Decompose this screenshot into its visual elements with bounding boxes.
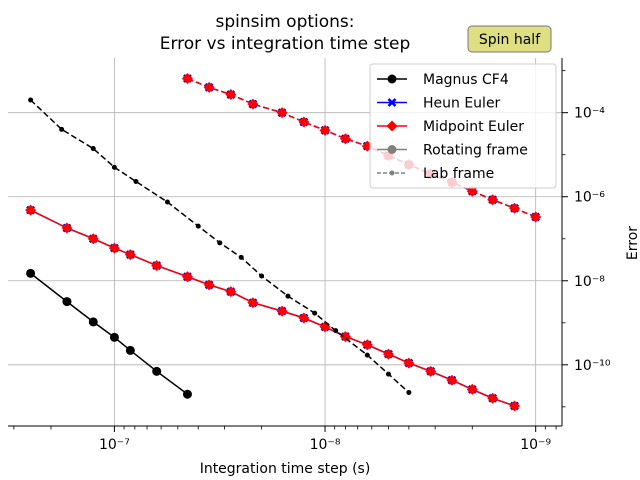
legend-entry-magnus-cf4: Magnus CF4 (377, 72, 509, 88)
data-point (61, 222, 73, 234)
y-axis-label: Error (625, 226, 640, 260)
data-point (382, 348, 394, 360)
x-axis-label: Integration time step (s) (200, 461, 371, 477)
data-point (28, 97, 34, 103)
legend-label: Rotating frame (423, 143, 528, 159)
legend-label: Magnus CF4 (423, 72, 509, 88)
data-point (88, 317, 98, 327)
data-point (87, 233, 99, 245)
y-tick-label: 10⁻⁸ (574, 274, 605, 290)
data-point (276, 305, 288, 317)
data-point (225, 89, 237, 101)
data-point (26, 268, 36, 278)
data-point (509, 400, 521, 412)
data-point (109, 332, 119, 342)
axis-ticks: 10⁻⁷ 10⁻⁸ 10⁻⁹ 10⁻⁴ 10⁻⁶ 10⁻⁸ 10⁻¹⁰ (13, 70, 611, 453)
data-point (25, 204, 37, 216)
data-point (133, 179, 139, 185)
y-tick-label: 10⁻⁶ (574, 190, 605, 206)
legend: Magnus CF4 Heun Euler Midpoint Euler Rotati… (369, 63, 557, 189)
data-point (217, 240, 223, 246)
data-point (298, 312, 310, 324)
data-point (333, 328, 339, 334)
data-point (181, 271, 193, 283)
data-point (182, 389, 192, 399)
data-point (509, 202, 521, 214)
data-point (339, 331, 351, 343)
data-point (247, 297, 259, 309)
data-point (59, 126, 65, 132)
series-line (30, 99, 410, 394)
data-point (90, 146, 96, 152)
data-point (446, 374, 458, 386)
series-midpoint-euler-rotating-frame (25, 204, 521, 412)
data-point (276, 107, 288, 119)
series-magnus-cf4-lab-frame (28, 97, 412, 395)
legend-entries: Magnus CF4 Heun Euler Midpoint Euler Rotati… (377, 72, 528, 182)
data-point (425, 365, 437, 377)
legend-entry-rotating-frame: Rotating frame (377, 143, 528, 159)
data-point (530, 211, 542, 223)
legend-marker (387, 98, 397, 107)
data-point (238, 254, 244, 260)
data-point (181, 73, 193, 85)
data-point (108, 242, 120, 254)
y-tick-label: 10⁻⁴ (574, 106, 605, 122)
data-point (466, 383, 478, 395)
y-tick-label: 10⁻¹⁰ (574, 358, 611, 374)
data-point (487, 194, 499, 206)
data-point (225, 286, 237, 298)
data-point (151, 260, 163, 272)
data-point (385, 371, 391, 377)
x-tick-label: 10⁻⁷ (99, 437, 130, 453)
legend-box (369, 63, 557, 189)
data-point (403, 357, 415, 369)
chart-title: spinsim options: (215, 12, 354, 32)
legend-marker (387, 74, 397, 84)
data-point (406, 389, 412, 395)
data-point (111, 164, 117, 170)
data-point (298, 116, 310, 128)
legend-label: Heun Euler (423, 96, 501, 112)
series-magnus-cf4-rotating-frame (26, 268, 192, 399)
data-point (339, 133, 351, 145)
data-point (487, 392, 499, 404)
spin-half-badge: Spin half (467, 25, 552, 53)
legend-marker (389, 170, 395, 176)
series-line (30, 209, 515, 407)
data-point (203, 279, 215, 291)
data-point (247, 98, 259, 110)
data-point (125, 345, 135, 355)
data-point (124, 249, 136, 261)
legend-marker (387, 145, 397, 154)
legend-entry-lab-frame: Lab frame (377, 166, 494, 182)
legend-marker (386, 120, 398, 132)
data-point (285, 293, 291, 299)
data-point (164, 199, 170, 205)
data-point (312, 310, 318, 316)
legend-label: Lab frame (423, 166, 494, 182)
data-point (364, 352, 370, 358)
x-tick-label: 10⁻⁹ (520, 437, 551, 453)
data-point (195, 223, 201, 229)
legend-entry-heun-euler: Heun Euler (377, 96, 501, 112)
data-point (203, 81, 215, 93)
legend-label: Midpoint Euler (423, 119, 524, 135)
x-tick-label: 10⁻⁸ (310, 437, 341, 453)
data-point (361, 339, 373, 351)
legend-entry-midpoint-euler: Midpoint Euler (377, 119, 524, 135)
series-layer (25, 73, 542, 412)
chart-subtitle: Error vs integration time step (160, 34, 411, 54)
badge-box (467, 25, 552, 53)
data-point (259, 273, 265, 279)
data-point (319, 124, 331, 136)
data-point (62, 297, 72, 307)
data-point (152, 366, 162, 376)
badge-label: Spin half (479, 32, 541, 48)
